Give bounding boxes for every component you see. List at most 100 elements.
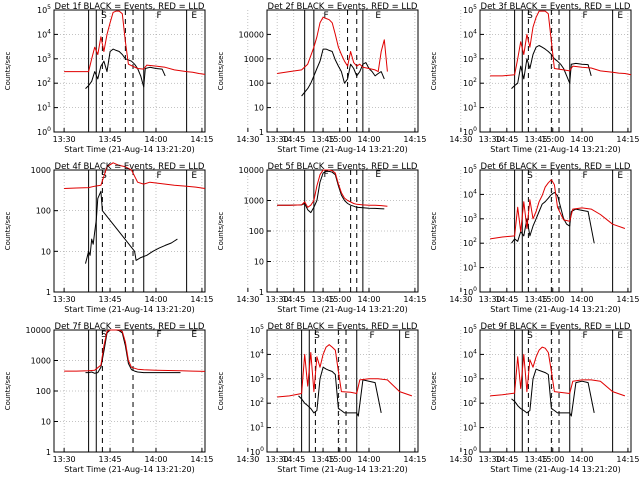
- x-tick-label: 14:00: [144, 455, 167, 464]
- y-tick-label: 10: [254, 104, 264, 113]
- x-tick-label: 14:45: [495, 455, 518, 464]
- chart-title: Det 2f BLACK = Events, RED = LLD: [268, 2, 418, 12]
- y-tick-label: 1000: [244, 197, 264, 206]
- interval-label: S: [314, 331, 320, 341]
- lld-series-line: [64, 329, 206, 372]
- chart-panel-4: 13:30 13:45 14:00 14:15 14:30 14:45 15:00 1 10 10…: [4, 162, 351, 314]
- y-tick-label: 102: [463, 77, 477, 88]
- x-tick-label: 13:45: [525, 295, 548, 304]
- events-series-line: [511, 45, 592, 89]
- y-tick-label: 1000: [31, 166, 51, 175]
- x-tick-label: 14:15: [190, 295, 213, 304]
- chart-panel-3: 13:30 13:45 14:00 14:15 14:30 14:45 15:00 100 10…: [430, 2, 639, 154]
- y-axis-label: Counts/sec: [430, 52, 438, 91]
- x-tick-label: 13:30: [479, 295, 502, 304]
- interval-label: F: [324, 170, 329, 180]
- x-tick-label: 13:30: [53, 135, 76, 144]
- lld-series-line: [277, 169, 388, 208]
- y-tick-label: 105: [37, 4, 51, 15]
- y-axis-label: Counts/sec: [4, 372, 12, 411]
- interval-label: E: [617, 11, 623, 21]
- x-tick-label: 15:00: [328, 455, 351, 464]
- x-tick-label: 14:00: [357, 135, 380, 144]
- x-tick-label: 14:30: [449, 295, 472, 304]
- y-tick-label: 10: [41, 418, 51, 427]
- interval-label: S: [527, 171, 533, 181]
- chart-title: Det 6f BLACK = Events, RED = LLD: [481, 162, 631, 172]
- x-tick-label: 13:45: [312, 295, 335, 304]
- interval-label: F: [369, 331, 374, 341]
- lld-series-line: [64, 10, 206, 75]
- interval-label: S: [527, 11, 533, 21]
- x-axis-label: Start Time (21-Aug-14 13:21:20): [64, 465, 195, 474]
- y-tick-label: 100: [463, 126, 477, 137]
- y-tick-label: 103: [250, 373, 264, 384]
- y-tick-label: 105: [463, 4, 477, 15]
- chart-title: Det 4f BLACK = Events, RED = LLD: [55, 162, 205, 172]
- y-tick-label: 101: [37, 102, 51, 113]
- y-axis-label: Counts/sec: [217, 372, 225, 411]
- y-tick-label: 100: [37, 126, 51, 137]
- x-tick-label: 15:00: [328, 135, 351, 144]
- x-tick-label: 13:45: [99, 295, 122, 304]
- y-tick-label: 1: [259, 288, 264, 297]
- y-tick-label: 100: [250, 446, 264, 457]
- x-tick-label: 14:45: [282, 295, 305, 304]
- interval-label: E: [191, 11, 197, 21]
- chart-panel-7: 13:30 13:45 14:00 14:15 14:30 14:45 15:00 1 10 10…: [4, 322, 351, 474]
- plot-frame: [53, 9, 206, 133]
- y-tick-label: 100: [463, 446, 477, 457]
- x-tick-label: 15:00: [328, 295, 351, 304]
- x-tick-label: 13:30: [266, 455, 289, 464]
- y-tick-label: 10000: [239, 30, 264, 39]
- x-axis-label: Start Time (21-Aug-14 13:21:20): [277, 145, 408, 154]
- x-tick-label: 13:30: [266, 295, 289, 304]
- interval-label: E: [617, 331, 623, 341]
- x-tick-label: 13:30: [479, 455, 502, 464]
- interval-label: F: [582, 171, 587, 181]
- y-tick-label: 105: [463, 164, 477, 175]
- x-tick-label: 14:15: [616, 135, 639, 144]
- y-tick-label: 102: [463, 237, 477, 248]
- x-tick-label: 14:45: [495, 295, 518, 304]
- x-tick-label: 13:30: [479, 135, 502, 144]
- lld-series-line: [490, 346, 626, 397]
- y-tick-label: 102: [37, 77, 51, 88]
- x-tick-label: 13:45: [525, 135, 548, 144]
- x-tick-label: 14:30: [236, 295, 259, 304]
- events-series-line: [511, 192, 595, 244]
- x-axis-label: Start Time (21-Aug-14 13:21:20): [490, 145, 621, 154]
- y-axis-label: Counts/sec: [430, 212, 438, 251]
- y-tick-label: 101: [463, 102, 477, 113]
- x-tick-label: 13:45: [312, 455, 335, 464]
- chart-title: Det 9f BLACK = Events, RED = LLD: [481, 322, 631, 332]
- y-tick-label: 105: [463, 324, 477, 335]
- x-tick-label: 14:00: [144, 295, 167, 304]
- x-axis-label: Start Time (21-Aug-14 13:21:20): [277, 305, 408, 314]
- x-tick-label: 14:30: [449, 135, 472, 144]
- y-tick-label: 105: [250, 324, 264, 335]
- chart-panel-2: 13:30 13:45 14:00 14:15 14:30 14:45 15:00 1 10 10…: [217, 2, 564, 154]
- y-tick-label: 101: [250, 422, 264, 433]
- interval-label: S: [101, 11, 107, 21]
- interval-label: E: [191, 330, 197, 340]
- x-tick-label: 14:00: [357, 455, 380, 464]
- chart-panel-9: 13:30 13:45 14:00 14:15 14:30 14:45 15:00 100 10…: [430, 322, 639, 474]
- x-tick-label: 14:15: [403, 295, 426, 304]
- x-tick-label: 14:45: [495, 135, 518, 144]
- interval-label: S: [527, 331, 533, 341]
- x-tick-label: 15:00: [541, 135, 564, 144]
- interval-label: E: [375, 11, 381, 21]
- events-series-line: [85, 190, 178, 264]
- x-tick-label: 14:00: [570, 295, 593, 304]
- lld-series-line: [490, 10, 632, 77]
- lld-series-line: [277, 16, 388, 74]
- y-tick-label: 100: [249, 79, 264, 88]
- events-series-line: [298, 366, 382, 417]
- y-axis-label: Counts/sec: [430, 372, 438, 411]
- y-tick-label: 104: [463, 28, 477, 39]
- plot-frame: [479, 169, 632, 293]
- y-tick-label: 10000: [239, 166, 264, 175]
- interval-label: F: [582, 331, 587, 341]
- y-tick-label: 101: [463, 262, 477, 273]
